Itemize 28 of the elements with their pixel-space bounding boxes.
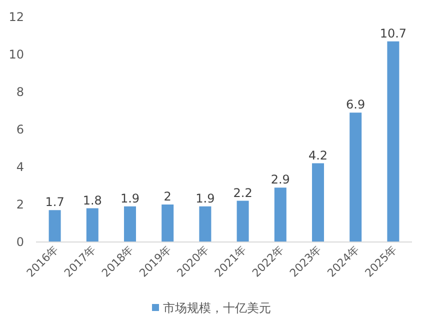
y-tick-label: 8 (16, 85, 24, 99)
bar (387, 41, 400, 242)
data-label: 4.2 (308, 148, 328, 162)
legend: 市场规模，十亿美元 (152, 301, 271, 315)
y-tick-label: 2 (16, 198, 24, 212)
bar (124, 206, 136, 242)
bar (86, 208, 98, 242)
data-label: 1.9 (196, 191, 215, 206)
bar (236, 200, 249, 242)
y-tick-label: 4 (16, 160, 24, 174)
bar (199, 206, 212, 242)
y-tick-label: 10 (8, 48, 24, 62)
bar (312, 163, 324, 242)
data-label: 10.7 (380, 26, 407, 40)
y-tick-label: 6 (16, 122, 24, 136)
bar (162, 204, 174, 242)
data-label: 2.9 (270, 172, 290, 187)
bar (48, 210, 61, 242)
data-label: 2 (164, 190, 172, 204)
bar (274, 188, 286, 242)
y-tick-label: 0 (16, 235, 24, 249)
bar (350, 112, 362, 242)
data-label: 1.7 (45, 195, 64, 210)
data-label: 1.8 (82, 193, 102, 208)
data-label: 1.9 (120, 191, 140, 206)
data-label: 2.2 (233, 186, 252, 200)
y-tick-label: 12 (8, 10, 24, 24)
data-label: 6.9 (346, 98, 366, 112)
